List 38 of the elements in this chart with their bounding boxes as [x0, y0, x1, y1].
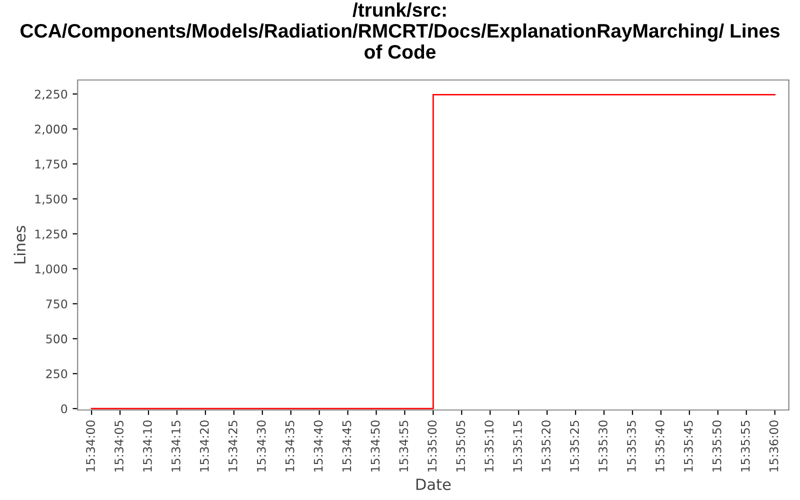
x-tick-label: 15:35:50: [712, 420, 722, 472]
y-tick-label: 1,250: [35, 230, 68, 240]
chart-title: /trunk/src: CCA/Components/Models/Radiation/RMCRT/Docs/ExplanationRayMarching/ Lines of Code: [20, 2, 780, 59]
x-tick-label: 15:35:55: [740, 420, 750, 472]
y-tick-label: 750: [46, 299, 68, 308]
x-tick-label: 15:34:55: [399, 420, 408, 472]
x-tick-label: 15:34:30: [256, 420, 266, 472]
x-tick-label: 15:34:00: [86, 420, 95, 472]
y-tick-label: 2,000: [34, 124, 68, 135]
y-tick-label: 1,750: [35, 160, 68, 170]
y-tick-label: 0: [61, 404, 68, 414]
x-tick-label: 15:35:15: [513, 420, 522, 472]
y-tick-label: 1,000: [35, 264, 68, 275]
y-tick-label: 500: [46, 334, 68, 344]
x-tick-label: 15:34:45: [342, 420, 352, 472]
x-tick-label: 15:35:25: [570, 420, 579, 472]
x-tick-label: 15:35:40: [655, 420, 664, 472]
x-tick-label: 15:35:45: [684, 420, 693, 472]
x-tick-label: 15:34:15: [171, 420, 180, 472]
x-tick-label: 15:34:25: [228, 420, 238, 472]
x-tick-label: 15:35:10: [484, 420, 494, 472]
x-tick-label: 15:34:10: [142, 420, 152, 472]
x-tick-label: 15:34:05: [114, 420, 124, 472]
x-tick-label: 15:34:50: [370, 420, 380, 472]
x-tick-label: 15:34:35: [285, 420, 294, 472]
y-tick-label: 2,250: [34, 90, 68, 100]
x-axis-title: Date: [416, 478, 451, 490]
x-tick-label: 15:35:05: [456, 420, 466, 472]
x-tick-label: 15:35:00: [428, 420, 437, 472]
x-tick-label: 15:34:20: [200, 420, 209, 472]
x-tick-label: 15:34:40: [314, 420, 323, 472]
y-axis-title: Lines: [14, 226, 26, 264]
y-tick-label: 1,500: [35, 194, 68, 205]
x-tick-label: 15:35:30: [598, 420, 608, 472]
y-tick-label: 250: [46, 369, 68, 378]
x-tick-label: 15:35:35: [626, 420, 636, 472]
x-tick-label: 15:35:20: [542, 420, 551, 472]
x-tick-label: 15:36:00: [769, 420, 778, 472]
